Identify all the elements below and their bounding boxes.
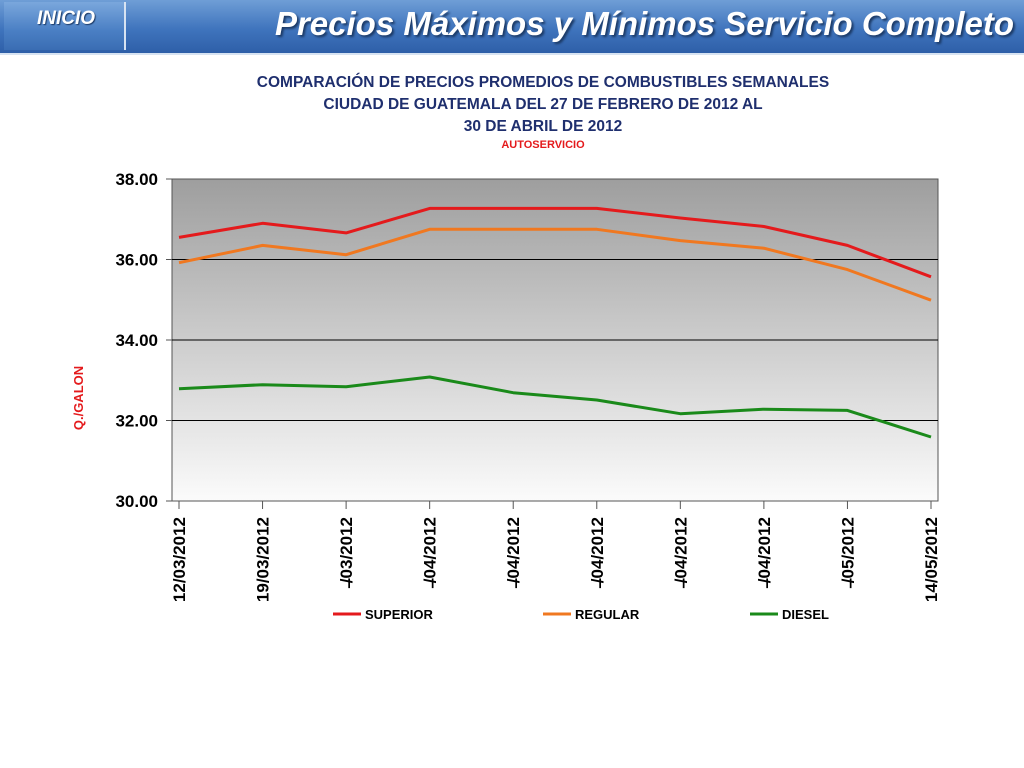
inicio-label: INICIO [37,8,96,29]
x-tick-label: ̶/04/2012 [671,517,690,588]
chart-title-line-2: CIUDAD DE GUATEMALA DEL 27 DE FEBRERO DE… [323,96,762,113]
legend-label-diesel: DIESEL [782,607,829,622]
chart-title-line-3: 30 DE ABRIL DE 2012 [464,118,623,135]
legend-label-superior: SUPERIOR [365,607,434,622]
inicio-button[interactable]: INICIO [4,2,126,50]
y-tick-label: 32.00 [115,412,158,431]
x-tick-label: ̶/03/2012 [337,517,356,588]
page-title: Precios Máximos y Mínimos Servicio Compl… [274,5,1014,42]
y-tick-label: 34.00 [115,331,158,350]
y-axis-label: Q./GALON [71,366,86,430]
y-tick-label: 30.00 [115,492,158,511]
chart-title-line-1: COMPARACIÓN DE PRECIOS PROMEDIOS DE COMB… [257,73,829,91]
series-line-superior [178,206,932,279]
x-tick-label: 12/03/2012 [170,517,189,602]
chart-subtitle: AUTOSERVICIO [501,139,585,151]
series-line-diesel [178,375,932,439]
x-tick-label: ̶/04/2012 [755,517,774,588]
series-line-regular [178,227,932,302]
x-tick-label: 14/05/2012 [922,517,941,602]
x-tick-label: ̶/05/2012 [838,517,857,588]
line-chart: COMPARACIÓN DE PRECIOS PROMEDIOS DE COMB… [71,73,941,622]
x-tick-label: ̶/04/2012 [504,517,523,588]
header-bar [0,0,1024,55]
x-tick-label: ̶/04/2012 [421,517,440,588]
x-tick-label: 19/03/2012 [254,517,273,602]
y-tick-label: 36.00 [115,251,158,270]
x-tick-label: ̶/04/2012 [588,517,607,588]
y-tick-label: 38.00 [115,170,158,189]
legend-label-regular: REGULAR [575,607,640,622]
